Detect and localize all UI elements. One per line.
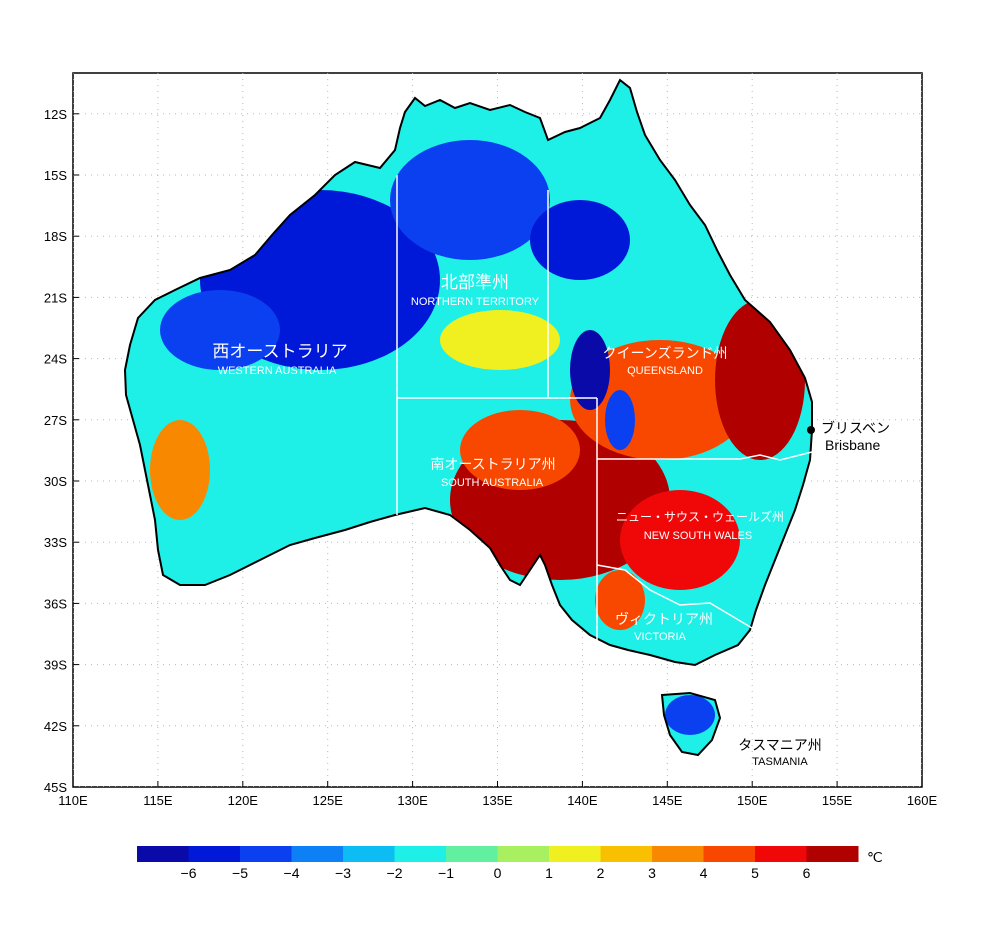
colorbar-label: 2: [597, 865, 605, 881]
region-jp-tas: タスマニア州: [738, 738, 822, 754]
lat-tick-label: 15S: [44, 168, 67, 183]
colorbar-label: 6: [803, 865, 811, 881]
colorbar-label: −5: [232, 865, 248, 881]
colorbar-label: 4: [700, 865, 708, 881]
region-en-nsw: NEW SOUTH WALES: [644, 530, 752, 542]
lon-tick-label: 120E: [228, 793, 259, 808]
colorbar-swatch: [755, 846, 807, 862]
colorbar-swatch: [137, 846, 189, 862]
colorbar-swatch: [394, 846, 447, 862]
colorbar-swatch: [600, 846, 653, 862]
lon-tick-label: 140E: [567, 793, 598, 808]
region-en-nt: NORTHERN TERRITORY: [411, 296, 540, 308]
region-en-sa: SOUTH AUSTRALIA: [441, 477, 544, 489]
region-labels: 西オーストラリア WESTERN AUSTRALIA 北部準州 NORTHERN…: [212, 273, 821, 768]
lat-tick-label: 27S: [44, 413, 67, 428]
colorbar-label: 3: [648, 865, 656, 881]
lat-tick-label: 33S: [44, 535, 67, 550]
colorbar-label: −2: [387, 865, 403, 881]
lon-tick-label: 110E: [58, 793, 88, 808]
lat-tick-label: 36S: [44, 596, 67, 611]
colorbar-swatch: [497, 846, 550, 862]
colorbar-swatch: [652, 846, 704, 862]
colorbar-swatch: [291, 846, 344, 862]
lon-tick-label: 130E: [397, 793, 428, 808]
lat-tick-label: 24S: [44, 352, 67, 367]
lat-tick-label: 39S: [44, 658, 67, 673]
lon-tick-label: 145E: [652, 793, 683, 808]
australia-landmass: [125, 80, 812, 755]
colorbar-label: 0: [494, 865, 502, 881]
city-en: Brisbane: [825, 437, 880, 453]
colorbar-unit: ℃: [867, 849, 883, 865]
state-borders: [396, 175, 813, 645]
lat-tick-label: 45S: [44, 780, 67, 795]
lat-tick-label: 42S: [44, 719, 67, 734]
region-en-qld: QUEENSLAND: [627, 365, 703, 377]
colorbar-swatch: [446, 846, 498, 862]
lon-tick-label: 115E: [143, 793, 173, 808]
lon-tick-label: 125E: [313, 793, 344, 808]
brisbane-marker: ブリスベン Brisbane: [807, 420, 890, 453]
lat-tick-label: 12S: [44, 107, 67, 122]
lon-tick-label: 135E: [482, 793, 513, 808]
region-en-vic: VICTORIA: [634, 631, 686, 643]
colorbar-swatch: [703, 846, 756, 862]
region-jp-nsw: ニュー・サウス・ウェールズ州: [616, 509, 784, 524]
region-jp-wa: 西オーストラリア: [212, 342, 347, 362]
city-dot-icon: [807, 426, 815, 434]
region-en-wa: WESTERN AUSTRALIA: [218, 365, 337, 377]
lon-tick-label: 150E: [737, 793, 768, 808]
lat-tick-label: 21S: [44, 290, 67, 305]
colorbar-label: −1: [438, 865, 454, 881]
region-jp-sa: 南オーストラリア州: [430, 457, 555, 473]
colorbar-swatch: [188, 846, 241, 862]
lon-tick-label: 155E: [822, 793, 853, 808]
region-jp-nt: 北部準州: [441, 273, 509, 293]
colorbar-label: 1: [545, 865, 553, 881]
colorbar-swatch: [806, 846, 859, 862]
colorbar-swatch: [549, 846, 601, 862]
colorbar-swatch: [240, 846, 292, 862]
colorbar-label: 5: [751, 865, 759, 881]
region-jp-vic: ヴィクトリア州: [615, 611, 713, 628]
lat-tick-label: 30S: [44, 474, 67, 489]
coastline: [123, 78, 813, 757]
colorbar-label: −3: [335, 865, 351, 881]
graticule: [73, 73, 922, 787]
colorbar: −6 −5 −4 −3 −2 −1 0 1 2 3 4 5 6: [137, 846, 859, 881]
colorbar-label: −6: [181, 865, 197, 881]
colorbar-label: −4: [284, 865, 300, 881]
colorbar-swatch: [343, 846, 395, 862]
region-jp-qld: クイーンズランド州: [602, 346, 727, 362]
region-en-tas: TASMANIA: [752, 756, 808, 768]
lon-tick-label: 160E: [907, 793, 938, 808]
lat-tick-label: 18S: [44, 229, 67, 244]
city-jp: ブリスベン: [821, 420, 890, 436]
axes: 110E 115E 120E 125E 130E 135E 140E 145E 150E 155E…: [44, 107, 938, 808]
